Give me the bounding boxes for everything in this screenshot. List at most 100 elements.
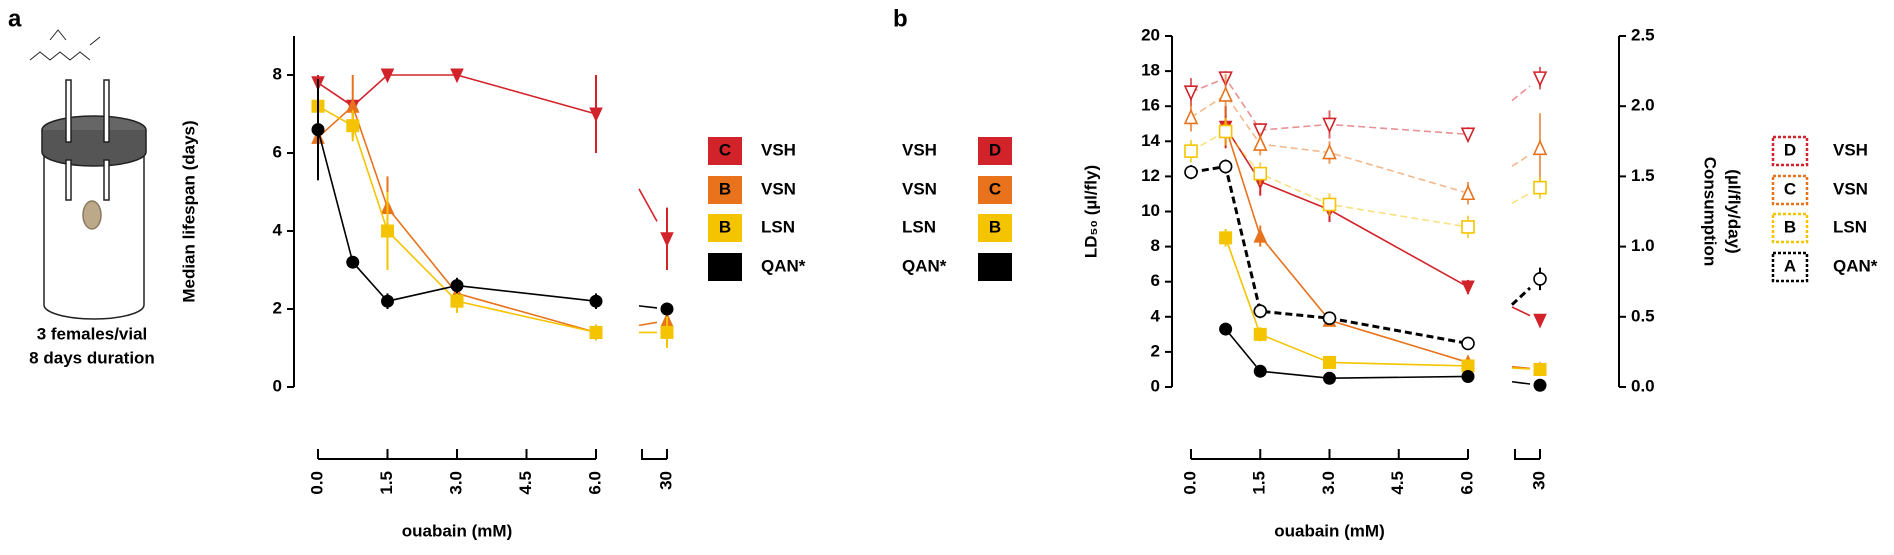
y-tick-label: 14 [1141,131,1160,150]
legend-label: VSH [902,140,937,159]
marker [1253,166,1268,181]
marker [1183,85,1199,102]
series-line [1225,328,1469,380]
y2-axis-label: (µl/fly/day) [1725,169,1744,253]
x-tick-label: 30 [1529,471,1548,490]
x-tick-label: 3.0 [1319,471,1338,495]
marker [346,255,360,269]
x-tick-label: 6.0 [1457,471,1476,495]
marker [1460,127,1476,144]
y-tick-label: 0 [1151,376,1160,395]
caption: 3 females/vial [37,324,148,343]
series-line [1190,164,1469,345]
marker [589,325,603,339]
x-axis-break [1514,449,1540,460]
legend-box [978,253,1012,281]
marker [1533,272,1547,286]
legend-box [1771,174,1809,206]
caption: 8 days duration [29,348,155,367]
marker [589,294,603,308]
legend-letter: C [719,140,731,159]
break-stub [1511,306,1531,317]
legend-label: LSN [761,217,795,236]
legend-letter: D [1784,140,1796,159]
marker [1322,197,1337,212]
y-tick-label: 6 [1151,271,1160,290]
x-axis-label: ouabain (mM) [1274,521,1385,540]
y-tick-label: 10 [1141,201,1160,220]
marker [1532,139,1548,156]
marker [380,68,395,84]
break-stub [1511,153,1531,167]
y-axis-label: Median lifespan (days) [179,120,198,302]
panel-label: a [8,5,22,32]
legend-box [1771,212,1809,244]
legend-label: VSN [1833,179,1868,198]
x-tick-label: 0.0 [1180,471,1199,495]
y-tick-label: 8 [1151,236,1160,255]
x-tick-label: 0.0 [307,471,326,495]
x-tick-label: 30 [656,471,675,490]
marker [1533,378,1547,392]
marker [1218,86,1233,102]
marker [1253,227,1268,243]
marker [1252,135,1268,151]
marker [1252,123,1268,139]
marker [346,119,360,133]
marker [1461,280,1475,296]
legend-box [978,214,1012,242]
legend-letter: C [1784,179,1796,198]
legend-box [978,176,1012,204]
y-tick-label: 16 [1141,96,1160,115]
y-tick-label: 2 [1151,341,1160,360]
break-stub [638,321,658,327]
marker [589,107,603,123]
x-tick-label: 4.5 [516,471,535,495]
legend-letter: A [719,256,731,275]
marker [1184,144,1198,158]
x-axis-break [641,449,667,460]
x-tick-label: 1.5 [377,471,396,495]
legend-label: VSN [761,179,796,198]
legend-box [708,176,742,204]
series-line [317,129,597,303]
series-line [1224,127,1469,364]
marker [1460,184,1476,201]
marker [1183,108,1199,125]
legend-letter: A [1784,256,1796,275]
marker [1218,159,1233,174]
legend-letter: B [989,217,1001,236]
legend-box [978,137,1012,165]
legend-letter: B [1784,217,1796,236]
marker [1218,124,1233,139]
break-stub [1511,192,1531,205]
y-tick-label: 20 [1141,25,1160,44]
x-tick-label: 4.5 [1388,471,1407,495]
legend-label: QAN* [761,256,806,275]
marker [1461,336,1475,351]
break-stub [638,188,658,222]
marker [1184,165,1198,179]
marker [1461,369,1475,383]
marker [1323,355,1336,369]
series-line [1224,126,1469,288]
vial-illustration [29,29,147,320]
marker [1322,311,1337,326]
x-axis-label: ouabain (mM) [402,521,513,540]
marker [660,302,674,316]
legend-letter: B [719,179,731,198]
y2-tick-label: 1.0 [1631,236,1655,255]
legend-box [708,137,742,165]
x-tick-label: 6.0 [585,471,604,495]
marker [450,294,464,308]
legend-label: VSH [761,140,796,159]
y2-tick-label: 0.0 [1631,376,1655,395]
x-tick-label: 3.0 [446,471,465,495]
legend-label: QAN* [1833,256,1878,275]
marker [1323,371,1336,385]
marker [1219,231,1233,245]
y2-tick-label: 0.5 [1631,306,1655,325]
legend-box [1771,135,1809,167]
marker [1533,313,1547,329]
